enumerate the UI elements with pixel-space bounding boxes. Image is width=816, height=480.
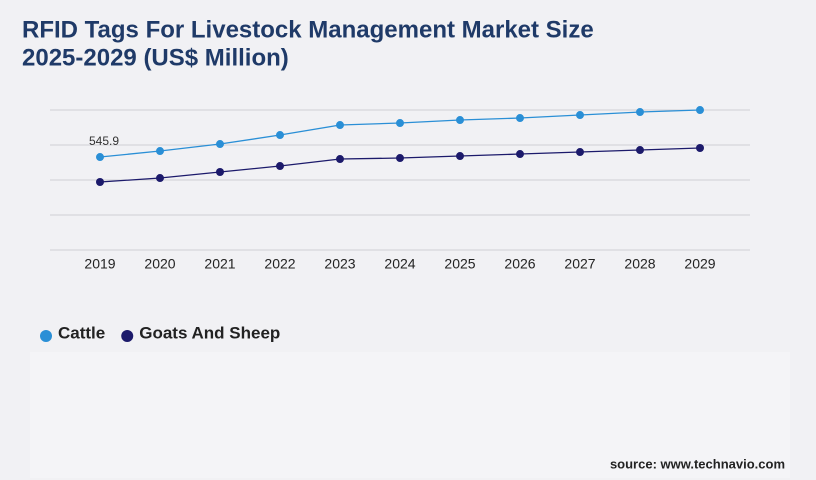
point <box>216 140 224 149</box>
point <box>396 154 404 163</box>
legend-marker <box>40 330 52 342</box>
chart-title: RFID Tags For Livestock Management Marke… <box>22 16 594 43</box>
legend-marker <box>121 330 134 342</box>
point <box>696 144 704 153</box>
source: source: www.technavio.com <box>610 456 785 471</box>
x-tick-label: 2024 <box>384 256 415 272</box>
point <box>636 108 644 117</box>
x-tick-label: 2027 <box>564 256 595 272</box>
legend-label: Goats And Sheep <box>139 323 280 342</box>
x-tick-label: 2029 <box>684 256 715 272</box>
chart-subtitle: 2025-2029 (US$ Million) <box>22 44 289 71</box>
point <box>516 150 524 159</box>
point <box>276 162 284 171</box>
point <box>156 174 164 183</box>
point <box>696 106 704 115</box>
x-tick-label: 2022 <box>264 256 295 272</box>
point <box>276 131 284 140</box>
panel <box>30 352 790 478</box>
point <box>516 114 524 123</box>
x-tick-label: 2020 <box>144 256 175 272</box>
point <box>456 116 464 125</box>
point <box>96 178 104 187</box>
point <box>156 147 164 156</box>
point <box>576 148 584 157</box>
point <box>396 119 404 128</box>
x-tick-label: 2026 <box>504 256 535 272</box>
point <box>216 168 224 177</box>
legend-label: Cattle <box>58 323 105 342</box>
x-tick-label: 2021 <box>204 256 235 272</box>
data-label: 545.9 <box>89 134 119 148</box>
x-tick-label: 2028 <box>624 256 655 272</box>
x-tick-label: 2023 <box>324 256 355 272</box>
point <box>636 146 644 155</box>
point <box>96 153 104 162</box>
point <box>456 152 464 161</box>
point <box>336 155 344 164</box>
x-tick-label: 2025 <box>444 256 475 272</box>
point <box>336 121 344 130</box>
x-tick-label: 2019 <box>84 256 115 272</box>
point <box>576 111 584 120</box>
